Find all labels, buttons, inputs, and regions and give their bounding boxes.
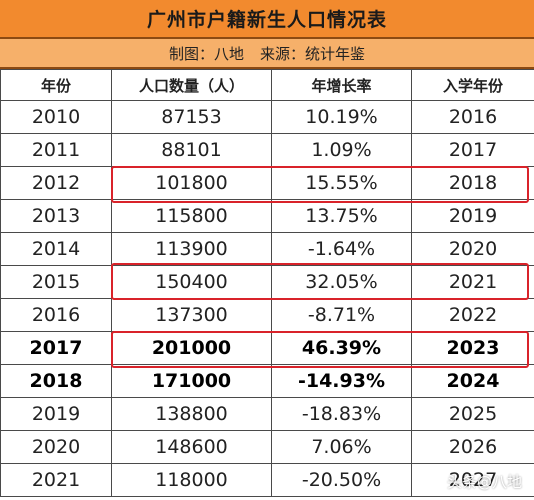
cell-population: 150400 [111, 265, 272, 299]
author-label: 制图：八地 [168, 44, 244, 63]
table-row: 2015 150400 32.05% 2021 [0, 265, 534, 299]
cell-school-year: 2019 [411, 199, 534, 233]
table-row: 2020 148600 7.06% 2026 [0, 430, 534, 464]
cell-school-year: 2025 [411, 397, 534, 431]
cell-growth: -20.50% [271, 463, 412, 497]
table-row: 2017 201000 46.39% 2023 [0, 331, 534, 365]
table-title: 广州市户籍新生人口情况表 [0, 0, 534, 39]
cell-year: 2016 [0, 298, 112, 332]
cell-school-year: 2027 [411, 463, 534, 497]
watermark-logo-icon [427, 473, 444, 490]
cell-population: 87153 [111, 100, 272, 134]
cell-year: 2012 [0, 166, 112, 200]
header-growth: 年增长率 [271, 69, 412, 101]
table-row: 2013 115800 13.75% 2019 [0, 199, 534, 233]
header-population: 人口数量（人） [111, 69, 272, 101]
table-row: 2016 137300 -8.71% 2022 [0, 298, 534, 332]
cell-growth: -14.93% [271, 364, 412, 398]
cell-population: 88101 [111, 133, 272, 167]
cell-school-year: 2018 [411, 166, 534, 200]
cell-school-year: 2017 [411, 133, 534, 167]
cell-growth: -8.71% [271, 298, 412, 332]
cell-population: 137300 [111, 298, 272, 332]
cell-year: 2013 [0, 199, 112, 233]
cell-year: 2018 [0, 364, 112, 398]
cell-year: 2015 [0, 265, 112, 299]
table-body: 2010 87153 10.19% 2016 2011 88101 1.09% 2017 201… [0, 100, 534, 497]
cell-year: 2014 [0, 232, 112, 266]
watermark: 头条@八地 [427, 471, 522, 492]
cell-growth: -1.64% [271, 232, 412, 266]
cell-school-year: 2020 [411, 232, 534, 266]
cell-year: 2011 [0, 133, 112, 167]
cell-growth: 32.05% [271, 265, 412, 299]
header-row: 年份 人口数量（人） 年增长率 入学年份 [0, 69, 534, 101]
cell-population: 171000 [111, 364, 272, 398]
cell-school-year: 2024 [411, 364, 534, 398]
cell-year: 2010 [0, 100, 112, 134]
table-row: 2014 113900 -1.64% 2020 [0, 232, 534, 266]
cell-year: 2020 [0, 430, 112, 464]
cell-school-year: 2016 [411, 100, 534, 134]
cell-school-year: 2022 [411, 298, 534, 332]
cell-population: 148600 [111, 430, 272, 464]
population-table: 年份 人口数量（人） 年增长率 入学年份 2010 87153 10.19% 2016… [0, 69, 534, 497]
cell-population: 113900 [111, 232, 272, 266]
table-row: 2021 118000 -20.50% 2027 [0, 463, 534, 497]
cell-growth: 7.06% [271, 430, 412, 464]
cell-growth: 46.39% [271, 331, 412, 365]
table-row: 2012 101800 15.55% 2018 [0, 166, 534, 200]
source-label: 来源：统计年鉴 [260, 44, 366, 63]
table-row: 2018 171000 -14.93% 2024 [0, 364, 534, 398]
table-row: 2019 138800 -18.83% 2025 [0, 397, 534, 431]
cell-population: 118000 [111, 463, 272, 497]
cell-school-year: 2021 [411, 265, 534, 299]
cell-population: 101800 [111, 166, 272, 200]
cell-school-year: 2023 [411, 331, 534, 365]
cell-population: 115800 [111, 199, 272, 233]
cell-year: 2021 [0, 463, 112, 497]
header-school-year: 入学年份 [411, 69, 534, 101]
cell-population: 138800 [111, 397, 272, 431]
table-subtitle: 制图：八地 来源：统计年鉴 [0, 39, 534, 69]
cell-growth: 10.19% [271, 100, 412, 134]
header-year: 年份 [0, 69, 112, 101]
cell-growth: -18.83% [271, 397, 412, 431]
cell-year: 2017 [0, 331, 112, 365]
cell-growth: 13.75% [271, 199, 412, 233]
cell-school-year: 2026 [411, 430, 534, 464]
cell-population: 201000 [111, 331, 272, 365]
cell-growth: 15.55% [271, 166, 412, 200]
watermark-text: 头条@八地 [446, 473, 522, 491]
cell-year: 2019 [0, 397, 112, 431]
cell-growth: 1.09% [271, 133, 412, 167]
table-row: 2010 87153 10.19% 2016 [0, 100, 534, 134]
table-row: 2011 88101 1.09% 2017 [0, 133, 534, 167]
